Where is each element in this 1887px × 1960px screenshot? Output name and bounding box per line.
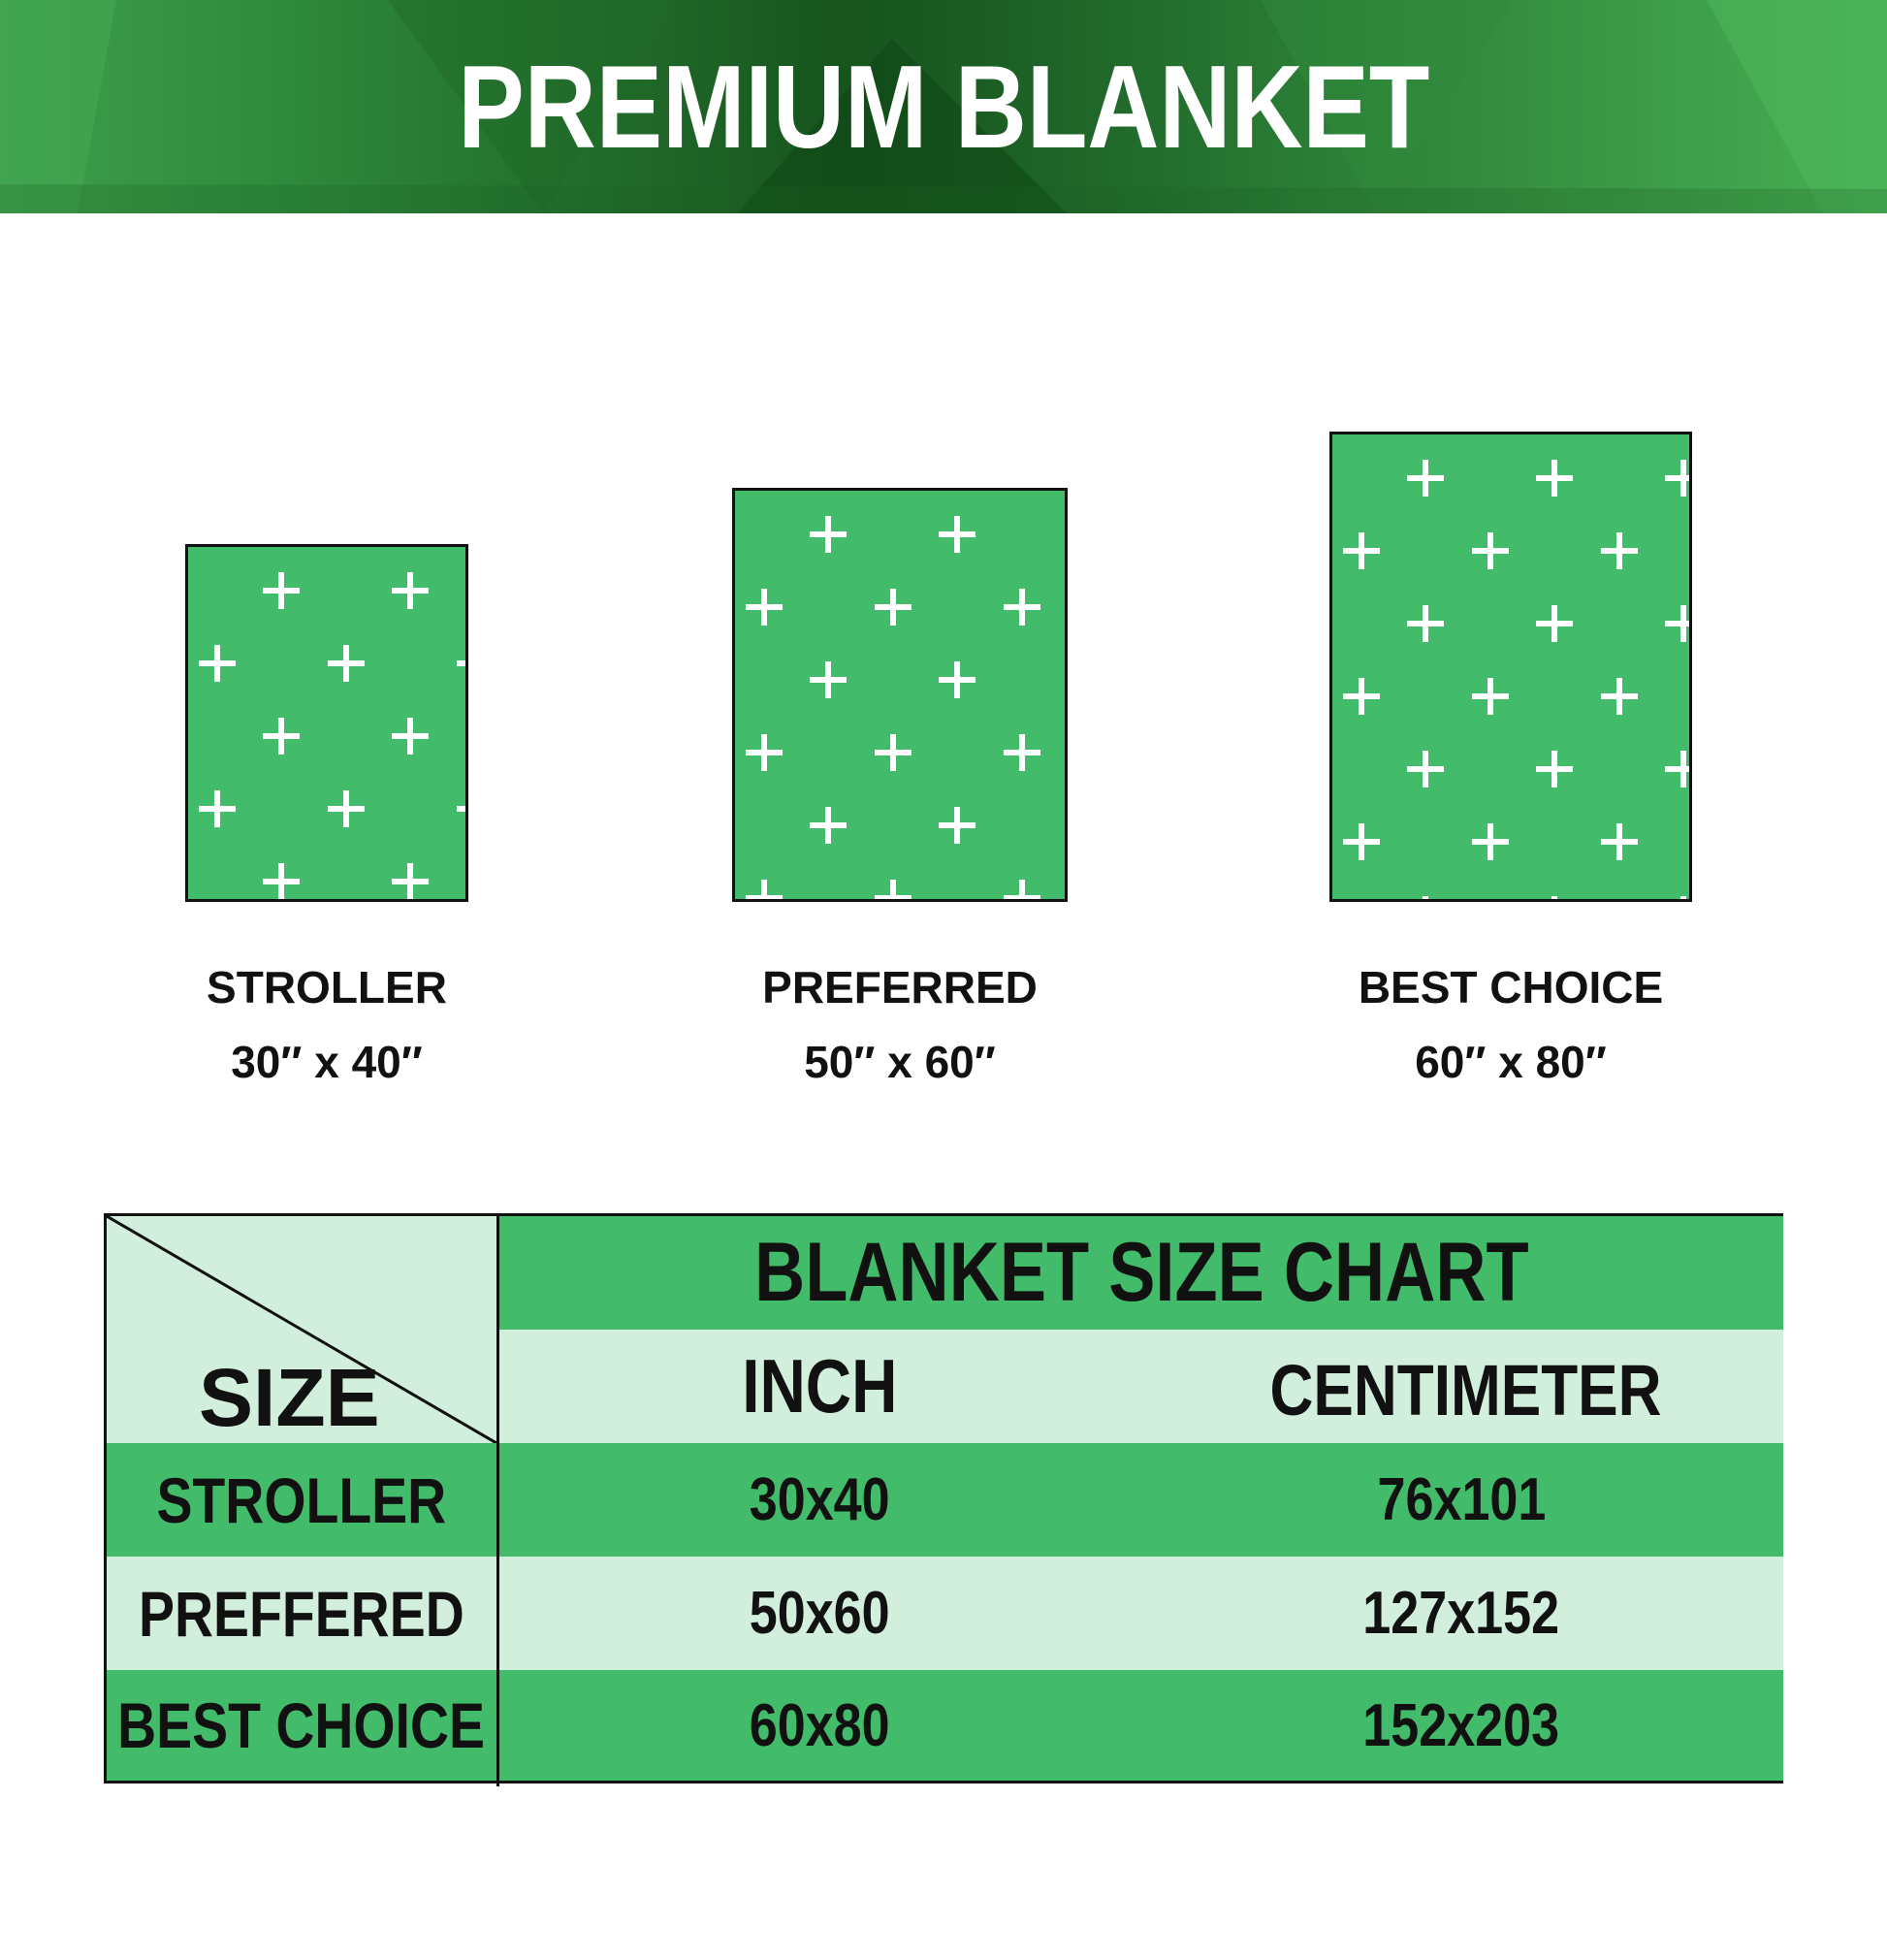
cross-mark (392, 718, 429, 755)
cross-mark (1601, 678, 1638, 715)
table-title: BLANKET SIZE CHART (499, 1216, 1783, 1330)
column-header-inch: INCH (741, 1343, 898, 1429)
blanket-preferred-illustration (732, 488, 1068, 902)
cross-mark (1004, 734, 1040, 771)
blanket-name: STROLLER (207, 962, 447, 1012)
corner-cell: SIZE (107, 1216, 496, 1443)
cross-mark (939, 516, 975, 553)
cross-pattern-icon (1343, 460, 1689, 899)
cross-mark (1551, 896, 1557, 899)
table-cell-cm: 76x101 (1139, 1443, 1783, 1557)
table-cell-inch: 60x80 (499, 1670, 1139, 1781)
cross-mark (939, 661, 975, 698)
blanket-size: 30″ x 40″ (231, 1037, 423, 1087)
cross-mark (875, 880, 912, 899)
cross-mark (1601, 823, 1638, 860)
cross-mark (810, 661, 847, 698)
cross-mark (1407, 605, 1444, 642)
blanket-name: PREFERRED (762, 962, 1038, 1012)
cross-mark (457, 806, 465, 812)
size-label: SIZE (199, 1352, 380, 1443)
cross-mark (392, 863, 429, 899)
size-chart-table: SIZE BLANKET SIZE CHART INCH CENTIMETER … (104, 1213, 1783, 1786)
header-banner: PREMIUM BLANKET (0, 0, 1887, 213)
cross-mark (1601, 532, 1638, 569)
table-row-size: STROLLER (107, 1443, 496, 1557)
cross-mark (1665, 460, 1689, 497)
cross-mark (328, 645, 365, 682)
cross-mark (1536, 605, 1573, 642)
cross-mark (263, 863, 300, 899)
cross-mark (939, 807, 975, 844)
cross-mark (1004, 880, 1040, 899)
cross-mark (1407, 751, 1444, 787)
column-header-centimeter: CENTIMETER (1268, 1350, 1662, 1430)
cross-mark (875, 589, 912, 626)
cross-mark (457, 660, 465, 666)
cross-mark (1423, 896, 1428, 899)
cross-mark (1004, 589, 1040, 626)
cross-pattern-icon (746, 516, 1040, 899)
cross-mark (1536, 751, 1573, 787)
cross-mark (1472, 532, 1509, 569)
cross-mark (199, 790, 236, 827)
cross-mark (810, 516, 847, 553)
table-cell-inch: 30x40 (499, 1443, 1139, 1557)
cross-mark (875, 734, 912, 771)
cross-mark (328, 790, 365, 827)
table-cell-inch: 50x60 (499, 1557, 1139, 1670)
table-row-size: BEST CHOICE (107, 1670, 496, 1781)
cross-mark (392, 572, 429, 609)
table-cell-cm: 127x152 (1139, 1557, 1783, 1670)
cross-mark (1343, 823, 1380, 860)
polygon-background (0, 0, 1887, 213)
blanket-size: 50″ x 60″ (804, 1037, 996, 1087)
table-row-size: PREFFERED (107, 1557, 496, 1670)
column-divider (496, 1216, 499, 1786)
cross-mark (1407, 460, 1444, 497)
cross-mark (746, 589, 783, 626)
cross-mark (1536, 460, 1573, 497)
cross-mark (1343, 532, 1380, 569)
table-cell-cm: 152x203 (1139, 1670, 1783, 1781)
cross-mark (263, 572, 300, 609)
page-title: PREMIUM BLANKET (458, 41, 1429, 173)
blanket-name: BEST CHOICE (1358, 962, 1664, 1012)
cross-mark (810, 807, 847, 844)
cross-mark (746, 734, 783, 771)
cross-mark (1680, 896, 1686, 899)
cross-mark (1665, 605, 1689, 642)
blanket-stroller-illustration (185, 544, 468, 902)
blanket-size: 60″ x 80″ (1415, 1037, 1607, 1087)
cross-mark (199, 645, 236, 682)
cross-pattern-icon (199, 572, 465, 899)
column-header-row (499, 1330, 1783, 1443)
cross-mark (263, 718, 300, 755)
cross-mark (746, 880, 783, 899)
cross-mark (1343, 678, 1380, 715)
cross-mark (1472, 823, 1509, 860)
diagonal-divider (107, 1216, 496, 1443)
cross-mark (1472, 678, 1509, 715)
blanket-best-choice-illustration (1329, 432, 1692, 902)
cross-mark (1665, 751, 1689, 787)
